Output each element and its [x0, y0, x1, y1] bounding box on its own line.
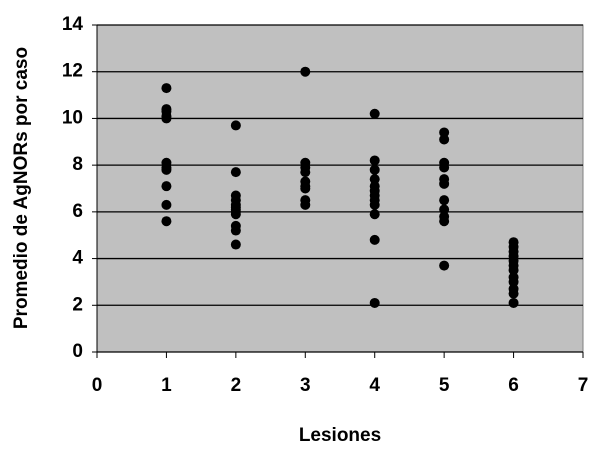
point — [508, 276, 519, 287]
y-tick-label: 10 — [62, 107, 83, 128]
y-tick-label: 14 — [62, 14, 84, 35]
point — [230, 225, 241, 236]
x-tick-label: 7 — [578, 375, 589, 396]
point — [161, 164, 172, 175]
point — [369, 155, 380, 166]
point — [439, 260, 450, 271]
x-tick-label: 0 — [92, 375, 103, 396]
point — [161, 216, 172, 227]
y-axis-title: Promedio de AgNORs por caso — [11, 47, 32, 329]
point — [300, 183, 311, 194]
point — [508, 265, 519, 276]
point — [439, 204, 450, 215]
x-tick-label: 3 — [300, 375, 311, 396]
plot-area — [96, 24, 584, 353]
y-tick-label: 6 — [72, 201, 83, 222]
point — [369, 174, 380, 185]
x-tick-label: 6 — [508, 375, 519, 396]
point — [439, 178, 450, 189]
x-tick-label: 5 — [439, 375, 450, 396]
x-tick-label: 4 — [369, 375, 380, 396]
point — [508, 297, 519, 308]
y-tick-label: 8 — [72, 154, 83, 175]
y-tick-label: 2 — [72, 294, 83, 315]
point — [230, 167, 241, 178]
point — [369, 108, 380, 119]
point — [369, 164, 380, 175]
y-tick-label: 12 — [62, 61, 83, 82]
point — [369, 234, 380, 245]
point — [230, 209, 241, 220]
point — [369, 199, 380, 210]
point — [300, 199, 311, 210]
point — [300, 167, 311, 178]
point — [439, 195, 450, 206]
point — [230, 120, 241, 131]
point — [161, 113, 172, 124]
x-tick-label: 1 — [161, 375, 172, 396]
point — [300, 66, 311, 77]
y-tick-label: 4 — [72, 248, 83, 269]
x-tick-label: 2 — [231, 375, 242, 396]
y-tick-label: 0 — [72, 341, 83, 362]
point — [161, 181, 172, 192]
point — [439, 216, 450, 227]
point — [230, 239, 241, 250]
point — [369, 209, 380, 220]
point — [508, 288, 519, 299]
point — [161, 83, 172, 94]
point — [439, 162, 450, 173]
point — [439, 134, 450, 145]
point — [369, 297, 380, 308]
point — [161, 199, 172, 210]
x-axis-title: Lesiones — [299, 425, 381, 446]
point — [439, 127, 450, 138]
